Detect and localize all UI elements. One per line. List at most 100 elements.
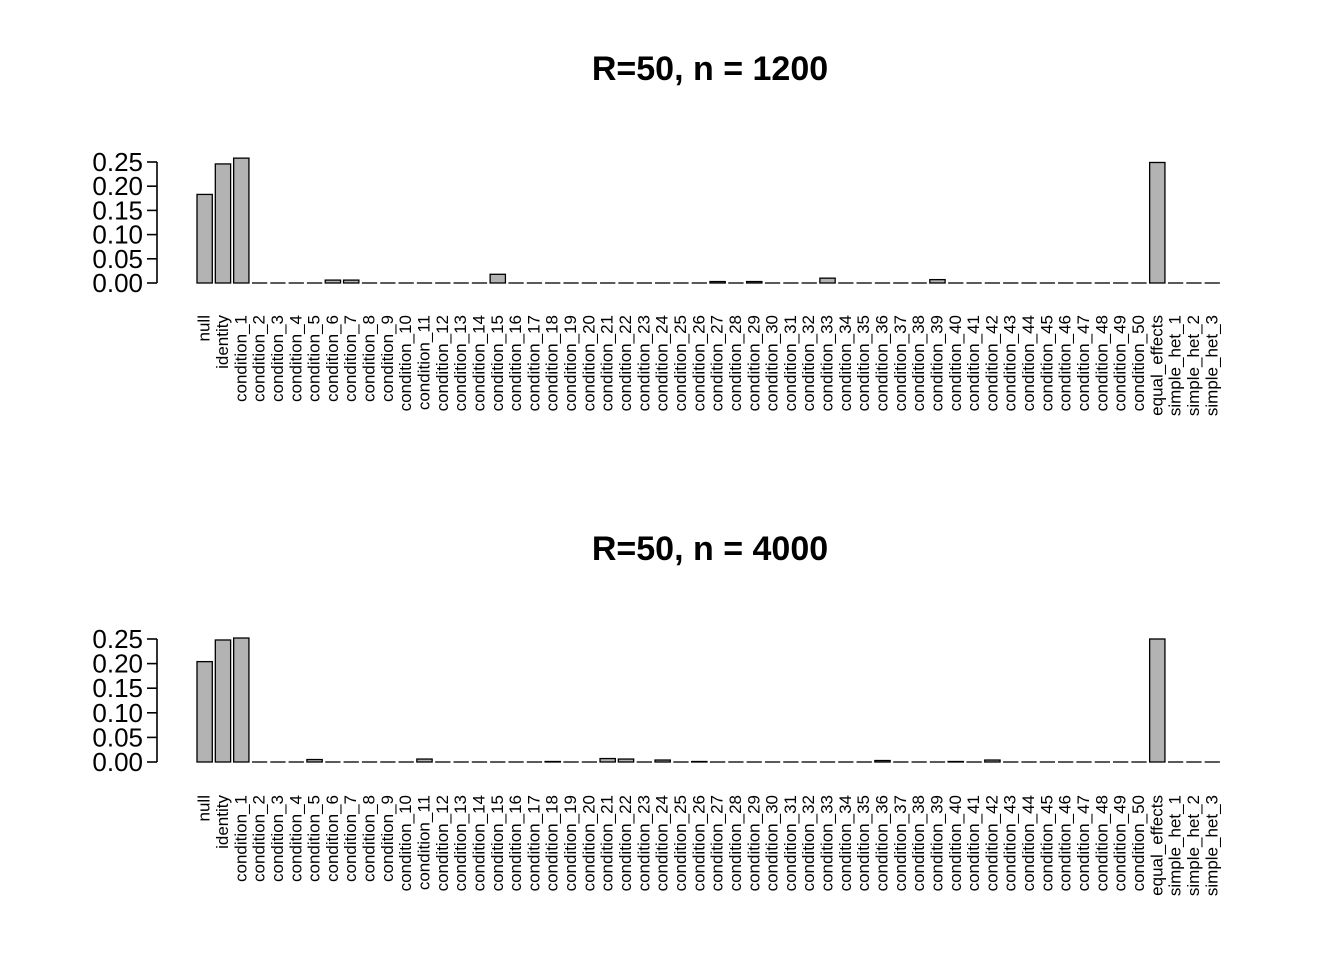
x-tick-label: condition_50 (1129, 795, 1148, 891)
y-tick-label: 0.20 (92, 649, 143, 679)
x-tick-label: condition_34 (836, 795, 855, 891)
bar-condition_33 (819, 277, 836, 284)
x-tick-label: condition_15 (488, 315, 507, 411)
bar-condition_5 (306, 758, 323, 763)
x-tick-label: condition_43 (1001, 315, 1020, 411)
x-tick-label: condition_39 (927, 795, 946, 891)
x-tick-label: condition_12 (433, 315, 452, 411)
bar-condition_27 (709, 280, 726, 284)
x-tick-label: condition_26 (689, 795, 708, 891)
x-tick-label: condition_26 (689, 315, 708, 411)
y-axis: 0.000.050.100.150.200.25 (92, 147, 158, 298)
y-tick-label: 0.10 (92, 220, 143, 250)
x-tick-label: condition_2 (250, 795, 269, 882)
x-tick-label: condition_16 (506, 795, 525, 891)
x-tick-label: condition_41 (964, 795, 983, 891)
y-tick-label: 0.05 (92, 244, 143, 274)
chart-title: R=50, n = 1200 (592, 50, 828, 88)
y-tick-label: 0.10 (92, 698, 143, 728)
bars (196, 637, 1220, 763)
x-tick-label: condition_39 (927, 315, 946, 411)
x-tick-label: condition_3 (268, 315, 287, 402)
bar-equal_effects (1148, 161, 1166, 284)
y-tick-label: 0.00 (92, 268, 143, 298)
y-tick-label: 0.00 (92, 747, 143, 777)
x-tick-label: condition_18 (543, 315, 562, 411)
x-tick-label: identity (213, 315, 232, 369)
bar-condition_21 (599, 757, 616, 763)
x-tick-label: condition_14 (469, 315, 488, 411)
bar-condition_42 (984, 759, 1001, 763)
x-tick-label: condition_1 (231, 795, 250, 882)
x-tick-label: condition_32 (799, 315, 818, 411)
x-tick-label: condition_24 (653, 795, 672, 891)
x-tick-label: simple_het_3 (1202, 795, 1221, 896)
x-tick-label: condition_1 (231, 315, 250, 402)
x-tick-label: condition_7 (341, 795, 360, 882)
x-tick-label: condition_18 (543, 795, 562, 891)
bar-identity (214, 163, 232, 284)
x-tick-label: condition_30 (763, 315, 782, 411)
bar-condition_11 (416, 758, 433, 763)
x-tick-label: condition_21 (598, 795, 617, 891)
x-tick-label: condition_8 (360, 795, 379, 882)
x-tick-label: condition_20 (579, 795, 598, 891)
x-tick-label: condition_48 (1092, 795, 1111, 891)
x-tick-label: condition_34 (836, 315, 855, 411)
x-tick-label: condition_46 (1056, 795, 1075, 891)
bar-null (196, 660, 213, 763)
x-tick-label: condition_23 (634, 315, 653, 411)
x-tick-label: condition_27 (708, 315, 727, 411)
bar-equal_effects (1148, 638, 1166, 763)
x-tick-label: condition_38 (909, 315, 928, 411)
x-tick-label: condition_29 (744, 315, 763, 411)
bar-condition_29 (745, 280, 763, 284)
bar-condition_1 (232, 637, 250, 763)
x-tick-label: condition_37 (891, 315, 910, 411)
x-tick-label: condition_49 (1111, 795, 1130, 891)
x-tick-label: condition_16 (506, 315, 525, 411)
bar-condition_22 (617, 758, 635, 763)
y-tick-label: 0.25 (92, 147, 143, 177)
x-tick-label: condition_47 (1074, 795, 1093, 891)
x-tick-label: condition_46 (1056, 315, 1075, 411)
x-tick-label: condition_29 (744, 795, 763, 891)
bar-condition_24 (654, 759, 671, 763)
x-tick-label: condition_22 (616, 795, 635, 891)
bar-null (196, 193, 213, 284)
y-axis: 0.000.050.100.150.200.25 (92, 624, 158, 777)
x-tick-label: condition_14 (469, 795, 488, 891)
x-tick-label: condition_2 (250, 315, 269, 402)
x-tick-label: condition_40 (946, 795, 965, 891)
x-tick-label: condition_6 (323, 315, 342, 402)
x-tick-label: condition_35 (854, 315, 873, 411)
y-tick-label: 0.20 (92, 171, 143, 201)
x-tick-label: condition_48 (1092, 315, 1111, 411)
x-tick-label: condition_40 (946, 315, 965, 411)
bar-condition_15 (489, 273, 507, 284)
x-tick-label: simple_het_3 (1202, 315, 1221, 416)
x-tick-label: condition_8 (360, 315, 379, 402)
chart-panel-2: R=50, n = 4000 0.000.050.100.150.200.25 nu… (92, 530, 1221, 896)
y-tick-label: 0.15 (92, 673, 143, 703)
chart-panel-1: R=50, n = 1200 0.000.050.100.150.200.25 nu… (92, 50, 1221, 416)
x-tick-label: equal_effects (1147, 315, 1166, 416)
bar-condition_7 (342, 279, 360, 284)
x-tick-label: condition_12 (433, 795, 452, 891)
bar-identity (214, 639, 232, 763)
x-tick-label: condition_23 (634, 795, 653, 891)
x-tick-label: condition_49 (1111, 315, 1130, 411)
chart-title: R=50, n = 4000 (592, 530, 828, 568)
x-tick-label: condition_9 (378, 795, 397, 882)
x-tick-label: simple_het_2 (1184, 795, 1203, 896)
x-tick-label: condition_22 (616, 315, 635, 411)
x-tick-label: condition_11 (414, 315, 433, 410)
x-tick-label: condition_13 (451, 315, 470, 411)
x-tick-label: condition_41 (964, 315, 983, 411)
x-tick-label: condition_25 (671, 315, 690, 411)
x-tick-label: condition_7 (341, 315, 360, 402)
x-tick-label: condition_13 (451, 795, 470, 891)
x-tick-label: condition_47 (1074, 315, 1093, 411)
x-tick-label: condition_45 (1037, 315, 1056, 411)
